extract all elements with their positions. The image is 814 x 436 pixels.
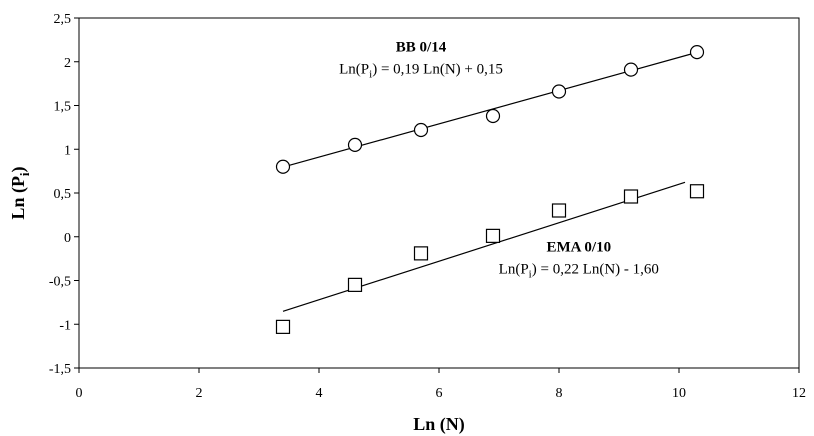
y-axis-title: Ln (Pi)	[8, 166, 32, 219]
y-tick-label: -0,5	[49, 275, 71, 290]
y-tick-label: 1,5	[54, 100, 72, 115]
data-point-square	[275, 319, 291, 334]
x-tick-label: 8	[556, 386, 563, 401]
data-point-circle	[485, 108, 501, 124]
x-axis-title: Ln (N)	[413, 414, 465, 435]
regression-equation: Ln(Pi) = 0,22 Ln(N) - 1,60	[499, 262, 659, 281]
data-points	[275, 45, 705, 334]
series-annotation-title: EMA 0/10	[547, 240, 612, 256]
y-tick-label: -1	[59, 318, 71, 333]
data-point-square	[347, 277, 363, 292]
data-point-circle	[413, 122, 429, 138]
y-tick-label: -1,5	[49, 362, 71, 377]
data-point-square	[485, 228, 501, 243]
series-annotation-title: BB 0/14	[396, 39, 447, 55]
data-point-circle	[623, 62, 639, 77]
regression-equation: Ln(Pi) = 0,19 Ln(N) + 0,15	[339, 61, 503, 80]
x-tick-label: 6	[436, 386, 443, 401]
x-tick-label: 2	[196, 386, 203, 401]
data-point-circle	[551, 84, 567, 99]
x-tick-label: 4	[316, 386, 323, 401]
data-point-circle	[275, 159, 291, 174]
y-tick-label: 2,5	[54, 12, 72, 27]
y-tick-label: 0	[64, 231, 71, 246]
data-point-circle	[347, 137, 363, 152]
y-tick-label: 1	[64, 143, 71, 158]
data-point-square	[551, 203, 567, 218]
data-point-square	[689, 184, 705, 199]
data-point-square	[413, 246, 429, 261]
x-tick-label: 12	[792, 386, 806, 401]
data-point-square	[623, 189, 639, 204]
y-tick-label: 2	[64, 56, 71, 71]
x-tick-label: 10	[672, 386, 686, 401]
data-point-circle	[689, 45, 705, 60]
annotations: BB 0/14 Ln(Pi) = 0,19 Ln(N) + 0,15 EMA 0/1…	[339, 39, 659, 280]
x-tick-label: 0	[76, 386, 83, 401]
axes: -1,5 -1 -0,5 0 0,5 1 1,5 2 2,5 0 2 4 6 8 10 12 Ln (N) Ln …	[8, 12, 806, 435]
y-tick-label: 0,5	[54, 187, 72, 202]
